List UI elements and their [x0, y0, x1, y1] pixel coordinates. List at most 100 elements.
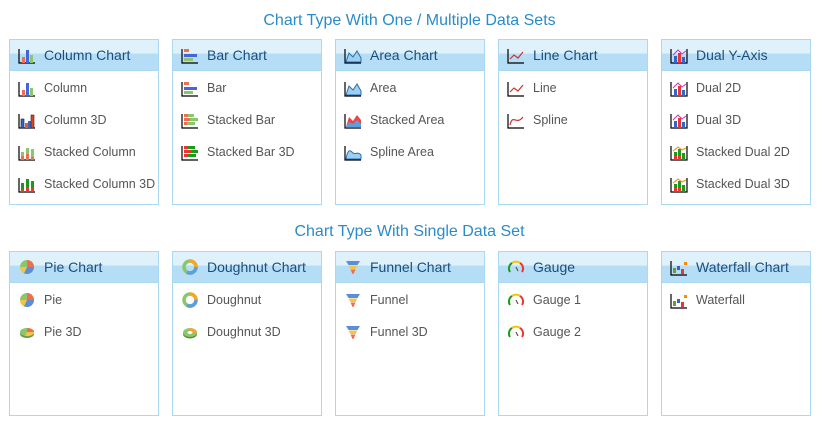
chart-type-link[interactable]: Stacked Column 3D [10, 168, 158, 200]
chart-category-panel: Line Chart Line Spline [498, 39, 648, 205]
chart-category-panel: Gauge Gauge 1 Gauge 2 [498, 251, 648, 416]
dual-chart-icon [670, 82, 688, 97]
panel-title: Line Chart [533, 47, 598, 63]
chart-category-panel: Area Chart Area Stacked Area Spline Area [335, 39, 485, 205]
chart-type-link[interactable]: Gauge 1 [499, 284, 647, 316]
chart-type-link[interactable]: Dual 3D [662, 104, 810, 136]
chart-type-label: Line [533, 81, 557, 95]
pie3d-chart-icon [20, 328, 35, 338]
chart-category-panel: Doughnut Chart Doughnut Doughnut 3D [172, 251, 322, 416]
chart-type-link[interactable]: Dual 2D [662, 72, 810, 104]
chart-type-label: Waterfall [696, 293, 745, 307]
chart-type-label: Stacked Area [370, 113, 445, 127]
chart-type-link[interactable]: Spline [499, 104, 647, 136]
funnel-chart-icon [346, 326, 360, 339]
gauge-chart-icon [507, 293, 525, 306]
stackarea-chart-icon [344, 114, 361, 129]
funnel-chart-icon [346, 294, 360, 307]
chart-type-link[interactable]: Stacked Bar [173, 104, 321, 136]
pie-chart-icon [20, 293, 34, 307]
chart-type-label: Stacked Column [44, 145, 136, 159]
chart-type-label: Bar [207, 81, 227, 95]
chart-category-panel: Pie Chart Pie Pie 3D [9, 251, 159, 416]
chart-type-link[interactable]: Column 3D [10, 104, 158, 136]
gauge-chart-icon [507, 260, 525, 273]
chart-type-label: Stacked Column 3D [44, 177, 156, 191]
chart-category-panel: Dual Y-Axis Dual 2D Dual 3D Stacked Dual 2D… [661, 39, 811, 205]
chart-type-link[interactable]: Bar [173, 72, 321, 104]
chart-type-link[interactable]: Funnel 3D [336, 316, 484, 348]
chart-category-panel: Funnel Chart Funnel Funnel 3D [335, 251, 485, 416]
chart-type-link[interactable]: Doughnut [173, 284, 321, 316]
panel-header[interactable]: Waterfall Chart [662, 252, 810, 283]
chart-type-link[interactable]: Line [499, 72, 647, 104]
chart-type-link[interactable]: Stacked Column [10, 136, 158, 168]
doughnut-chart-icon [182, 259, 198, 275]
panel-header[interactable]: Column Chart [10, 40, 158, 71]
chart-type-link[interactable]: Funnel [336, 284, 484, 316]
panel-title: Gauge [533, 259, 576, 275]
chart-type-label: Dual 2D [696, 81, 742, 95]
panel-title: Bar Chart [207, 47, 267, 63]
chart-category-panel: Waterfall Chart Waterfall [661, 251, 811, 416]
chart-type-link[interactable]: Pie 3D [10, 316, 158, 348]
gauge-chart-icon [507, 325, 525, 338]
chart-type-link[interactable]: Stacked Dual 2D [662, 136, 810, 168]
panel-title: Doughnut Chart [207, 259, 306, 275]
chart-category-panel: Bar Chart Bar Stacked Bar Stacked Bar 3D [172, 39, 322, 205]
chart-type-link[interactable]: Stacked Dual 3D [662, 168, 810, 200]
chart-type-link[interactable]: Stacked Area [336, 104, 484, 136]
column3d-chart-icon [18, 114, 35, 129]
panel-title: Pie Chart [44, 259, 103, 275]
chart-type-link[interactable]: Waterfall [662, 284, 810, 316]
chart-type-label: Stacked Dual 3D [696, 177, 790, 191]
chart-type-label: Doughnut [207, 293, 262, 307]
bar-chart-icon [181, 82, 198, 97]
bar-chart-icon [181, 49, 198, 64]
chart-type-label: Pie [44, 293, 63, 307]
panel-header[interactable]: Pie Chart [10, 252, 158, 283]
panel-header[interactable]: Funnel Chart [336, 252, 484, 283]
doughnut-chart-icon [182, 292, 198, 308]
doughnut3d-chart-icon [183, 328, 197, 339]
panel-header[interactable]: Bar Chart [173, 40, 321, 71]
chart-type-label: Spline Area [370, 145, 434, 159]
chart-type-label: Column [44, 81, 88, 95]
chart-type-link[interactable]: Stacked Bar 3D [173, 136, 321, 168]
panel-header[interactable]: Line Chart [499, 40, 647, 71]
panel-header[interactable]: Area Chart [336, 40, 484, 71]
chart-type-label: Column 3D [44, 113, 107, 127]
column-chart-icon [18, 82, 35, 97]
dual-chart-icon [670, 49, 688, 64]
chart-type-label: Gauge 2 [533, 325, 581, 339]
panel-title: Column Chart [44, 47, 131, 63]
panel-header[interactable]: Dual Y-Axis [662, 40, 810, 71]
panel-title: Funnel Chart [370, 259, 451, 275]
funnel-chart-icon [346, 261, 360, 274]
stackbar-chart-icon [181, 114, 198, 129]
splinearea-chart-icon [344, 146, 362, 161]
area-chart-icon [344, 49, 362, 64]
chart-type-label: Area [370, 81, 397, 95]
panel-header[interactable]: Doughnut Chart [173, 252, 321, 283]
chart-type-link[interactable]: Area [336, 72, 484, 104]
panel-title: Dual Y-Axis [696, 47, 768, 63]
chart-type-label: Funnel 3D [370, 325, 428, 339]
chart-type-label: Stacked Bar [207, 113, 276, 127]
chart-type-link[interactable]: Pie [10, 284, 158, 316]
panel-title: Area Chart [370, 47, 438, 63]
area-chart-icon [344, 82, 362, 97]
chart-type-link[interactable]: Doughnut 3D [173, 316, 321, 348]
chart-type-link[interactable]: Column [10, 72, 158, 104]
chart-type-link[interactable]: Gauge 2 [499, 316, 647, 348]
stackdual-chart-icon [670, 178, 688, 193]
spline-chart-icon [507, 114, 524, 129]
stackbar3d-chart-icon [181, 146, 198, 161]
chart-type-label: Funnel [370, 293, 409, 307]
dual-chart-icon [670, 114, 688, 129]
chart-category-panel: Column Chart Column Column 3D Stacked Colum… [9, 39, 159, 205]
waterfall-chart-icon [670, 294, 687, 309]
panel-header[interactable]: Gauge [499, 252, 647, 283]
pie-chart-icon [20, 260, 34, 274]
chart-type-link[interactable]: Spline Area [336, 136, 484, 168]
